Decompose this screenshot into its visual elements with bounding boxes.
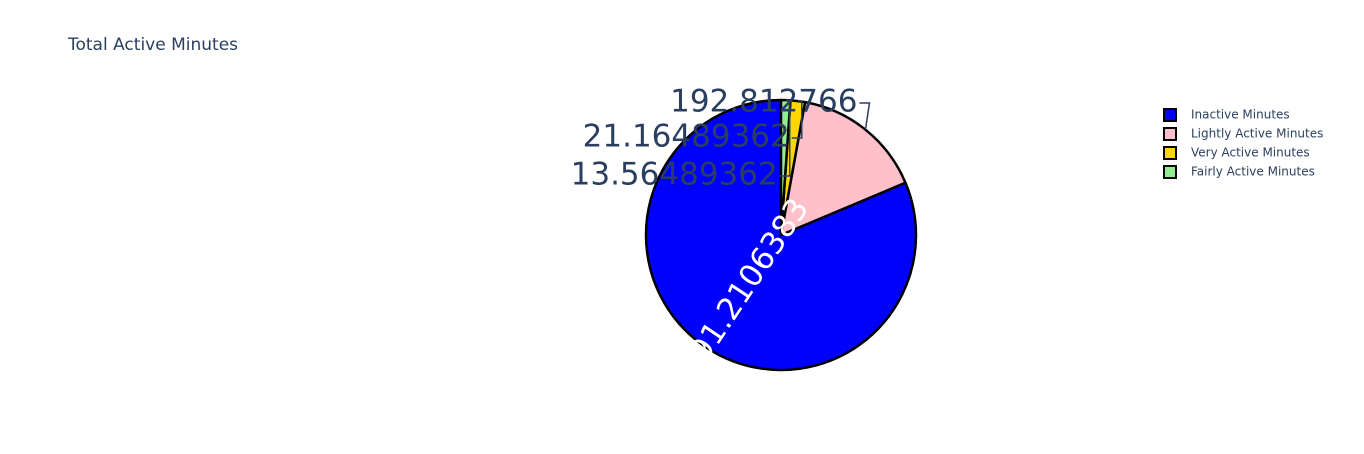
legend-swatch [1163, 146, 1177, 160]
leader-line-very-active-minutes [791, 100, 803, 139]
legend-label: Lightly Active Minutes [1191, 127, 1323, 141]
legend-label: Inactive Minutes [1191, 108, 1290, 122]
slice-label-lightly-active-minutes: 192.812766 [670, 84, 857, 120]
legend-label: Very Active Minutes [1191, 146, 1310, 160]
legend-swatch [1163, 127, 1177, 141]
slice-label-very-active-minutes: 21.16489362 [583, 119, 790, 155]
legend-item-fairly-active-minutes[interactable]: Fairly Active Minutes [1163, 165, 1315, 179]
chart-title: Total Active Minutes [67, 35, 238, 55]
legend-swatch [1163, 165, 1177, 179]
leader-line-lightly-active-minutes [859, 102, 871, 130]
legend-swatch [1163, 108, 1177, 122]
pie-slices [644, 98, 918, 372]
legend-item-lightly-active-minutes[interactable]: Lightly Active Minutes [1163, 127, 1323, 141]
legend-item-very-active-minutes[interactable]: Very Active Minutes [1163, 146, 1310, 160]
slice-label-fairly-active-minutes: 13.56489362 [571, 157, 778, 193]
legend-label: Fairly Active Minutes [1191, 165, 1315, 179]
legend-item-inactive-minutes[interactable]: Inactive Minutes [1163, 108, 1290, 122]
legend[interactable]: Inactive Minutes Lightly Active Minutes Ve… [1163, 108, 1323, 179]
label-leaders [779, 99, 871, 177]
leader-line-fairly-active-minutes [779, 99, 791, 177]
